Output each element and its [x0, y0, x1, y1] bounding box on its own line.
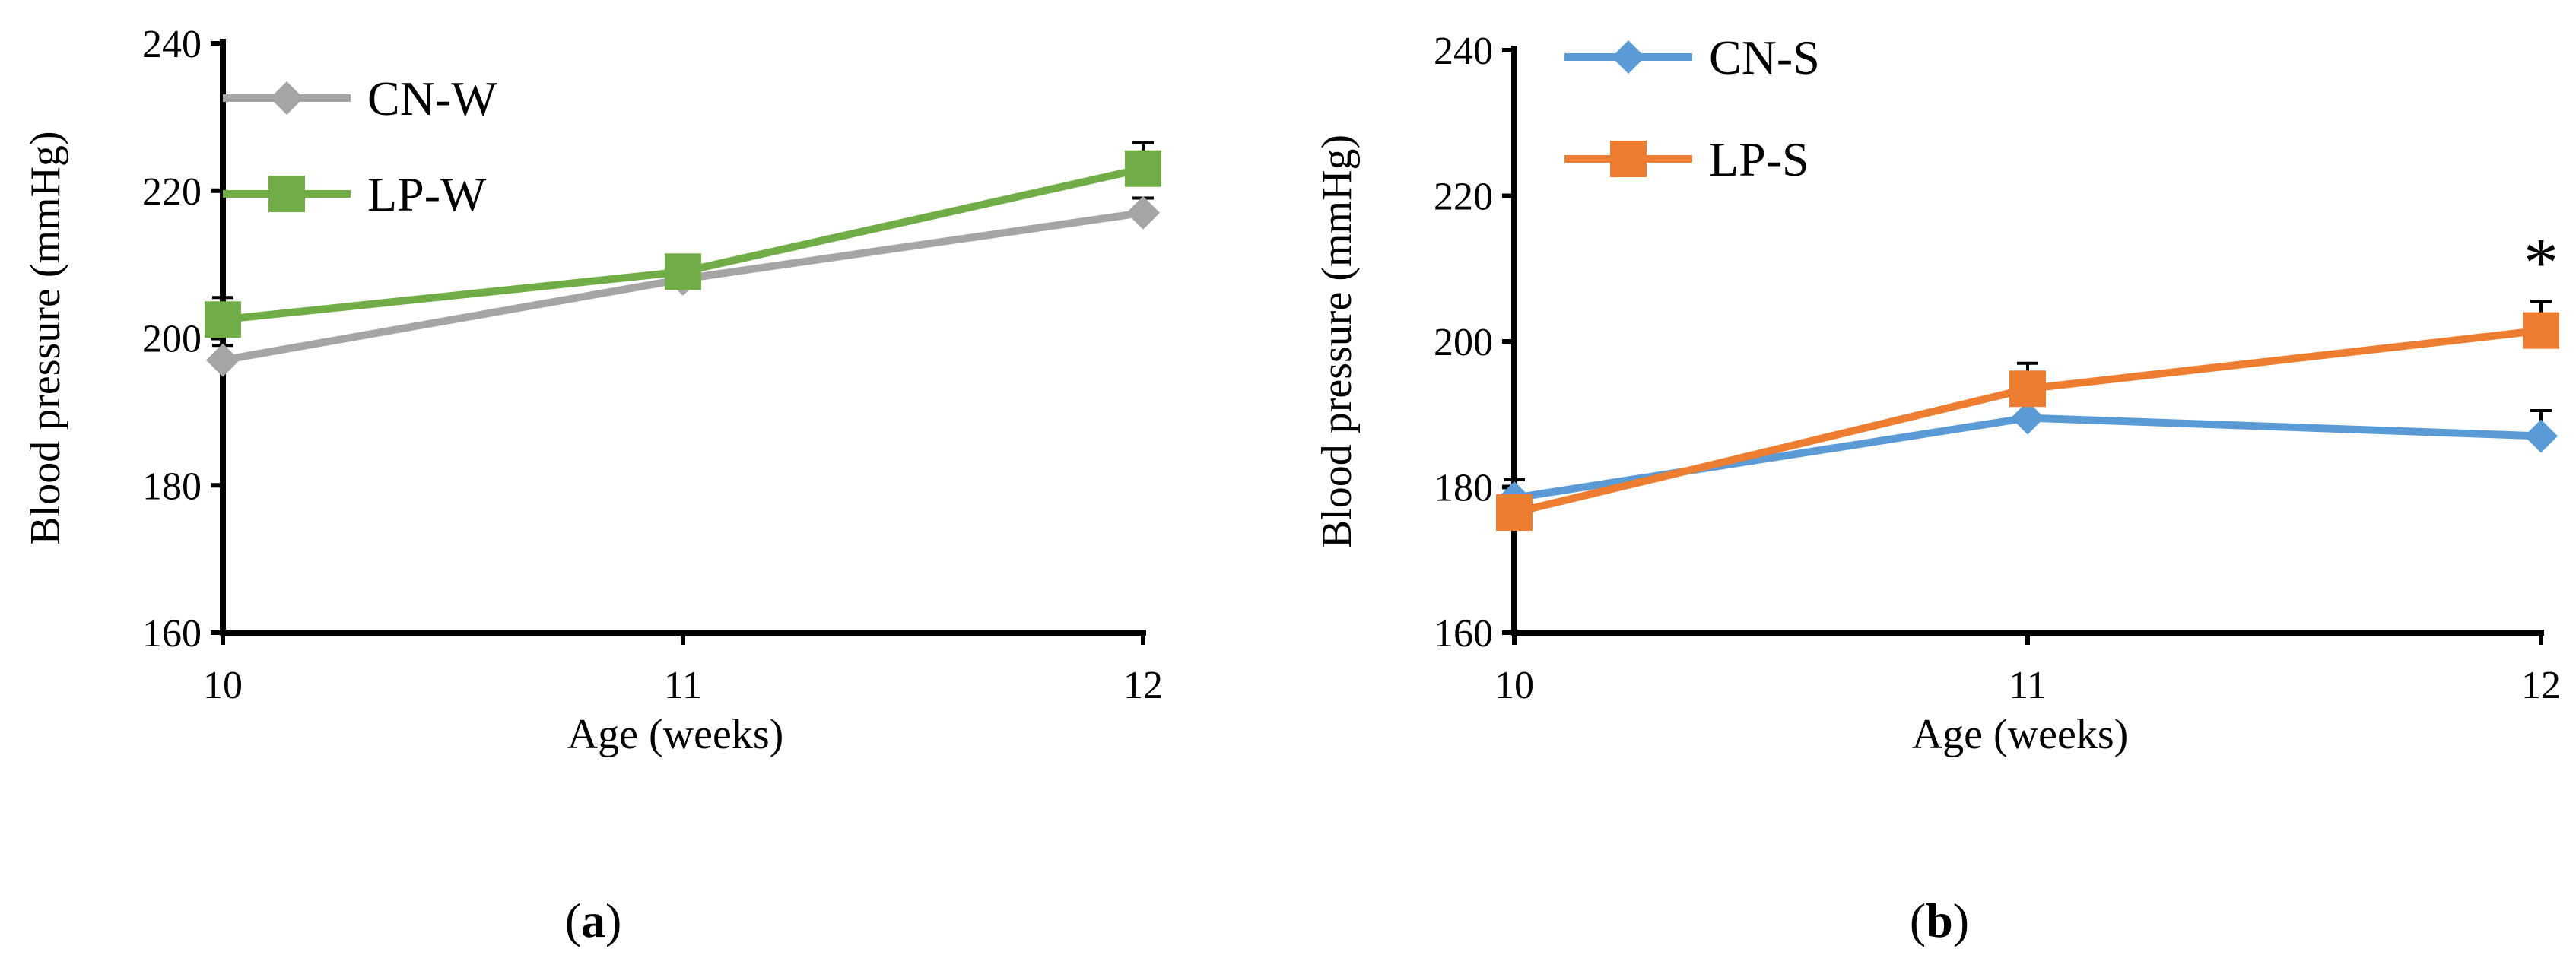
- data-point-square: [205, 301, 241, 338]
- x-tick-label: 11: [2009, 664, 2047, 707]
- legend-entry-cn-s: CN-S: [1564, 30, 1820, 84]
- data-point-square: [665, 253, 701, 290]
- x-tick-label: 12: [1123, 664, 1163, 707]
- legend-marker-diamond: [270, 81, 303, 115]
- x-tick-label: 12: [2521, 664, 2561, 707]
- y-tick-label: 160: [142, 612, 202, 655]
- legend-marker-square: [268, 176, 305, 212]
- legend-entry-lp-s: LP-S: [1564, 132, 1809, 186]
- y-tick-label: 240: [1434, 30, 1493, 73]
- y-tick-label: 220: [142, 170, 202, 214]
- legend-marker-diamond: [1612, 40, 1645, 74]
- y-tick-label: 180: [1434, 467, 1493, 510]
- series-lp-s: [1496, 300, 2559, 532]
- y-tick-label: 200: [1434, 321, 1493, 364]
- y-tick-label: 240: [142, 23, 202, 66]
- data-point-diamond: [206, 343, 240, 377]
- data-point-square: [2523, 312, 2559, 349]
- legend-entry-cn-w: CN-W: [223, 71, 497, 125]
- legend-label: LP-W: [367, 167, 487, 221]
- chart-panel-a: 160 180 200 220 240 10 11 12 Age (weeks) Blood pr…: [22, 23, 1163, 947]
- x-axis-title: Age (weeks): [567, 711, 784, 758]
- data-point-diamond: [2011, 401, 2044, 435]
- y-tick-label: 160: [1434, 612, 1493, 655]
- legend-marker-square: [1610, 141, 1647, 177]
- legend-label: CN-S: [1709, 30, 1820, 84]
- series-line-lp-w: [222, 164, 1145, 324]
- chart-panel-b: 160 180 200 220 240 10 11 12 Age (weeks) Blood pr…: [1313, 30, 2561, 947]
- series-lp-w: [205, 141, 1161, 338]
- y-tick-label: 180: [142, 465, 202, 508]
- x-tick-label: 10: [203, 664, 243, 707]
- significance-asterisk: *: [2524, 224, 2559, 301]
- legend-label: LP-S: [1709, 132, 1809, 186]
- y-axis-title: Blood pressure (mmHg): [1313, 135, 1361, 548]
- y-tick-label: 200: [142, 318, 202, 361]
- data-point-square: [2009, 370, 2046, 408]
- y-axis-title: Blood pressure (mmHg): [22, 131, 69, 544]
- data-point-diamond: [2524, 419, 2558, 453]
- series-cn-s: [1498, 401, 2558, 515]
- data-point-square: [1496, 494, 1533, 532]
- panel-label: (b): [1910, 893, 1969, 947]
- data-point-square: [1125, 150, 1161, 187]
- y-tick-label: 220: [1434, 176, 1493, 219]
- panel-label: (a): [565, 893, 622, 947]
- legend-entry-lp-w: LP-W: [223, 167, 487, 221]
- data-point-diamond: [1126, 195, 1160, 230]
- x-tick-label: 10: [1494, 664, 1534, 707]
- legend-label: CN-W: [367, 71, 497, 125]
- x-tick-label: 11: [664, 664, 702, 707]
- x-axis-title: Age (weeks): [1912, 711, 2129, 758]
